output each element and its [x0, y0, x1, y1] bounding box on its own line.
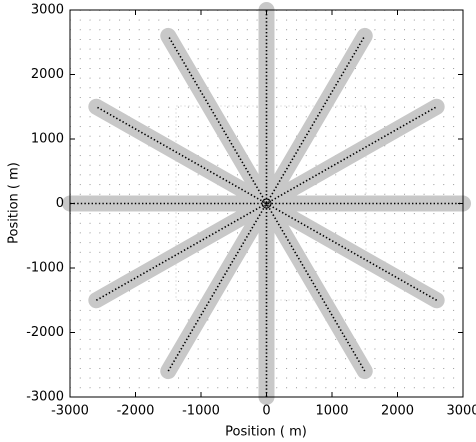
x-tick-label: -2000: [117, 404, 155, 419]
y-axis-label: Position ( m): [7, 162, 22, 244]
spoke-line: [95, 106, 438, 301]
y-tick-label: -1000: [26, 261, 64, 276]
y-tick-label: 0: [56, 196, 64, 211]
y-tick-label: 3000: [31, 3, 64, 18]
x-tick-label: -1000: [182, 404, 220, 419]
center-marker: [261, 198, 272, 209]
x-tick-label: 3000: [446, 404, 476, 419]
y-tick-label: -3000: [26, 390, 64, 405]
x-tick-label: -3000: [51, 404, 89, 419]
y-tick-label: -2000: [26, 325, 64, 340]
x-tick-label: 0: [262, 404, 270, 419]
x-axis-label: Position ( m): [225, 425, 307, 440]
x-tick-label: 1000: [315, 404, 348, 419]
y-tick-label: 2000: [31, 67, 64, 82]
y-tick-label: 1000: [31, 132, 64, 147]
x-tick-label: 2000: [381, 404, 414, 419]
